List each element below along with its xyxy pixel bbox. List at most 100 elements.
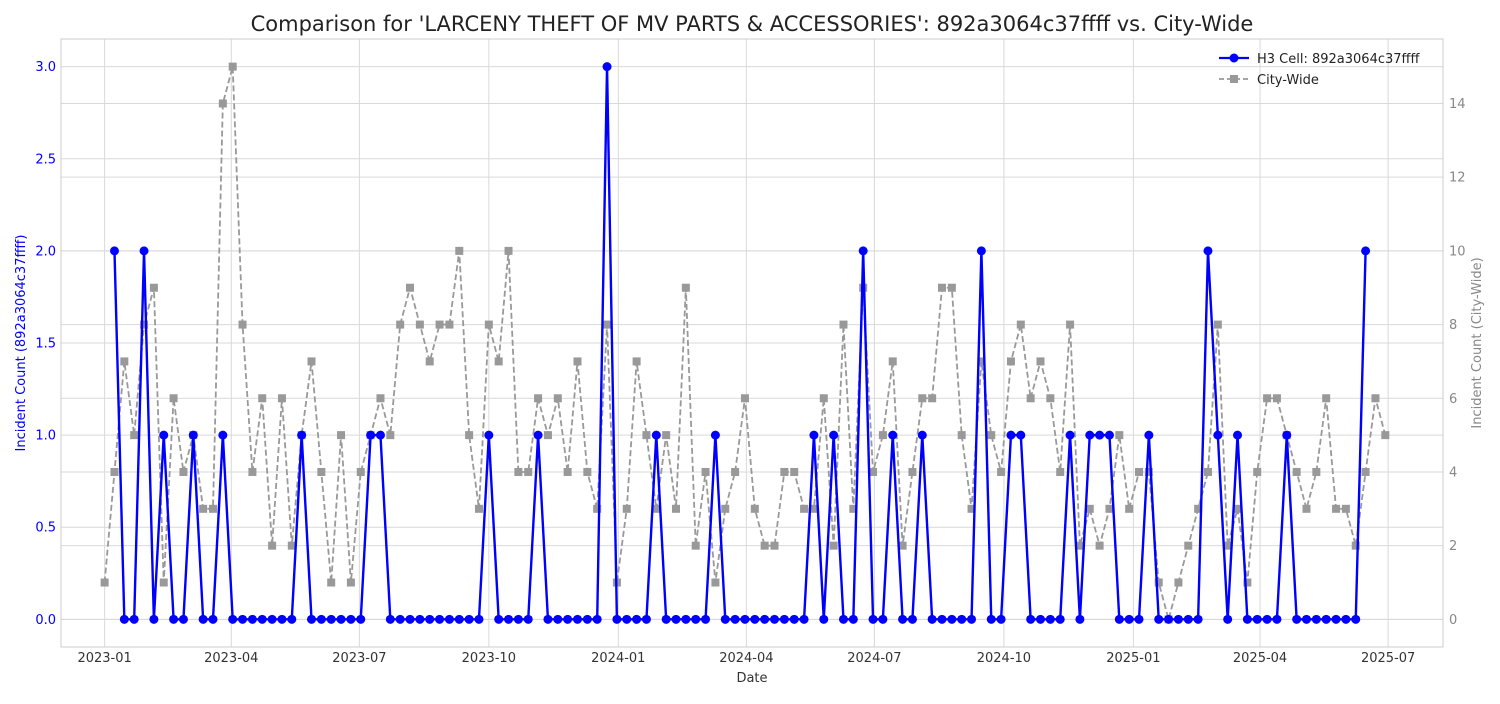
x-tick-label: 2024-07 <box>847 651 901 666</box>
data-point-city-wide <box>455 246 464 255</box>
y-left-tick-label: 0.5 <box>35 521 56 536</box>
data-point-h3-cell <box>858 246 868 256</box>
data-point-h3-cell <box>1164 614 1174 624</box>
data-point-h3-cell <box>238 614 248 624</box>
data-point-h3-cell <box>415 614 425 624</box>
data-point-city-wide <box>928 394 937 403</box>
data-point-h3-cell <box>1154 614 1164 624</box>
data-point-h3-cell <box>632 614 642 624</box>
data-point-h3-cell <box>789 614 799 624</box>
data-point-h3-cell <box>838 614 848 624</box>
data-point-h3-cell <box>671 614 681 624</box>
data-point-h3-cell <box>129 614 139 624</box>
data-point-h3-cell <box>267 614 277 624</box>
data-point-h3-cell <box>1292 614 1302 624</box>
data-point-city-wide <box>839 320 848 329</box>
y-right-tick-label: 4 <box>1449 465 1457 480</box>
data-point-city-wide <box>711 578 720 587</box>
data-point-city-wide <box>1066 320 1075 329</box>
data-point-city-wide <box>1341 504 1350 513</box>
data-point-h3-cell <box>159 430 169 440</box>
y-right-tick-label: 8 <box>1449 318 1457 333</box>
data-point-h3-cell <box>976 246 986 256</box>
data-point-city-wide <box>534 394 543 403</box>
data-point-h3-cell <box>307 614 317 624</box>
data-point-city-wide <box>1184 541 1193 550</box>
x-tick-label: 2023-10 <box>462 651 516 666</box>
data-point-city-wide <box>1144 467 1153 476</box>
data-point-h3-cell <box>1252 614 1262 624</box>
y-right-tick-label: 14 <box>1449 97 1466 112</box>
data-point-h3-cell <box>1006 430 1016 440</box>
data-point-h3-cell <box>1351 614 1361 624</box>
x-axis-label: Date <box>736 671 767 686</box>
data-point-city-wide <box>1194 504 1203 513</box>
y-left-tick-label: 1.5 <box>35 337 56 352</box>
data-point-city-wide <box>760 541 769 550</box>
data-point-city-wide <box>1085 504 1094 513</box>
y-axis-label-left: Incident Count (892a3064c37ffff) <box>14 235 29 452</box>
data-point-h3-cell <box>710 430 720 440</box>
data-point-h3-cell <box>563 614 573 624</box>
data-point-city-wide <box>159 578 168 587</box>
data-point-city-wide <box>563 467 572 476</box>
data-point-h3-cell <box>592 614 602 624</box>
data-point-city-wide <box>809 504 818 513</box>
y-right-tick-label: 10 <box>1449 244 1466 259</box>
data-point-city-wide <box>1233 504 1242 513</box>
legend-label-h3: H3 Cell: 892a3064c37ffff <box>1257 52 1420 67</box>
y-right-tick-label: 0 <box>1449 613 1457 628</box>
data-point-h3-cell <box>1124 614 1134 624</box>
data-point-h3-cell <box>691 614 701 624</box>
data-point-city-wide <box>1223 541 1232 550</box>
data-point-h3-cell <box>385 614 395 624</box>
data-point-city-wide <box>1243 578 1252 587</box>
data-point-h3-cell <box>612 614 622 624</box>
data-point-city-wide <box>1036 357 1045 366</box>
data-point-city-wide <box>790 467 799 476</box>
data-point-city-wide <box>100 578 109 587</box>
data-point-city-wide <box>415 320 424 329</box>
data-point-city-wide <box>1302 504 1311 513</box>
data-point-h3-cell <box>454 614 464 624</box>
data-point-city-wide <box>1371 394 1380 403</box>
data-point-city-wide <box>1322 394 1331 403</box>
data-point-h3-cell <box>1272 614 1282 624</box>
y-left-tick-label: 1.0 <box>35 429 56 444</box>
data-point-city-wide <box>199 504 208 513</box>
grid <box>61 39 1443 647</box>
data-point-city-wide <box>800 504 809 513</box>
data-point-h3-cell <box>444 614 454 624</box>
data-point-city-wide <box>179 467 188 476</box>
data-point-h3-cell <box>208 614 218 624</box>
data-point-h3-cell <box>957 614 967 624</box>
data-point-h3-cell <box>907 614 917 624</box>
data-point-city-wide <box>1332 504 1341 513</box>
data-point-h3-cell <box>553 614 563 624</box>
data-point-city-wide <box>691 541 700 550</box>
x-tick-label: 2024-01 <box>591 651 645 666</box>
data-point-h3-cell <box>582 614 592 624</box>
data-point-h3-cell <box>523 614 533 624</box>
data-point-h3-cell <box>1242 614 1252 624</box>
data-point-h3-cell <box>375 430 385 440</box>
y-left-tick-label: 2.5 <box>35 152 56 167</box>
data-point-city-wide <box>1075 541 1084 550</box>
data-point-city-wide <box>465 431 474 440</box>
data-point-city-wide <box>750 504 759 513</box>
data-point-city-wide <box>208 504 217 513</box>
data-point-h3-cell <box>169 614 179 624</box>
data-point-city-wide <box>1381 431 1390 440</box>
data-point-city-wide <box>445 320 454 329</box>
data-point-h3-cell <box>779 614 789 624</box>
data-point-h3-cell <box>760 614 770 624</box>
data-point-h3-cell <box>326 614 336 624</box>
data-point-city-wide <box>1154 578 1163 587</box>
y-left-tick-label: 3.0 <box>35 60 56 75</box>
data-point-city-wide <box>731 467 740 476</box>
data-point-h3-cell <box>395 614 405 624</box>
data-point-city-wide <box>947 283 956 292</box>
data-point-city-wide <box>287 541 296 550</box>
